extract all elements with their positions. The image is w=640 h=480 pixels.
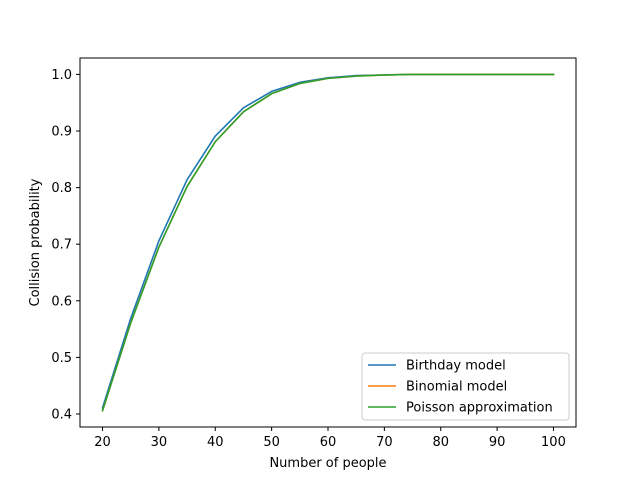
legend-entry-label: Binomial model [406, 380, 507, 395]
x-tick-label: 100 [541, 435, 566, 450]
y-axis-label: Collision probability [28, 178, 43, 306]
x-tick-label: 80 [432, 435, 449, 450]
x-tick-label: 30 [151, 435, 168, 450]
y-tick-label: 0.4 [51, 407, 72, 422]
x-tick-label: 20 [94, 435, 111, 450]
x-axis-ticks: 20 30 40 50 60 70 80 90 100 [94, 427, 566, 450]
series-layer [101, 73, 555, 412]
legend: Birthday model Binomial model Poisson appr… [361, 352, 570, 421]
legend-entry-label: Poisson approximation [406, 401, 553, 416]
y-tick-label: 0.8 [51, 181, 72, 196]
x-tick-label: 50 [263, 435, 280, 450]
y-tick-label: 0.5 [51, 351, 72, 366]
series-line-3 [101, 73, 555, 412]
y-tick-label: 0.9 [51, 125, 72, 140]
legend-box [361, 352, 570, 421]
x-tick-label: 70 [376, 435, 393, 450]
y-axis-ticks: 0.4 0.5 0.6 0.7 0.8 0.9 1.0 [51, 68, 80, 422]
y-tick-label: 0.7 [51, 238, 72, 253]
x-tick-label: 90 [489, 435, 506, 450]
x-axis-label: Number of people [269, 456, 386, 471]
y-tick-label: 0.6 [51, 294, 72, 309]
y-tick-label: 1.0 [51, 68, 72, 83]
legend-entry-label: Birthday model [406, 359, 506, 374]
x-tick-label: 60 [320, 435, 337, 450]
x-tick-label: 40 [207, 435, 224, 450]
